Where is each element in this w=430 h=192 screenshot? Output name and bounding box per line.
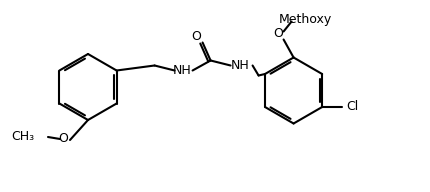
Text: NH: NH [173, 64, 192, 77]
Text: NH: NH [231, 59, 250, 72]
Text: O: O [58, 132, 68, 146]
Text: Methoxy: Methoxy [279, 13, 332, 26]
Text: CH₃: CH₃ [11, 131, 34, 143]
Text: O: O [192, 30, 202, 43]
Text: Cl: Cl [346, 100, 358, 113]
Text: O: O [273, 27, 283, 40]
